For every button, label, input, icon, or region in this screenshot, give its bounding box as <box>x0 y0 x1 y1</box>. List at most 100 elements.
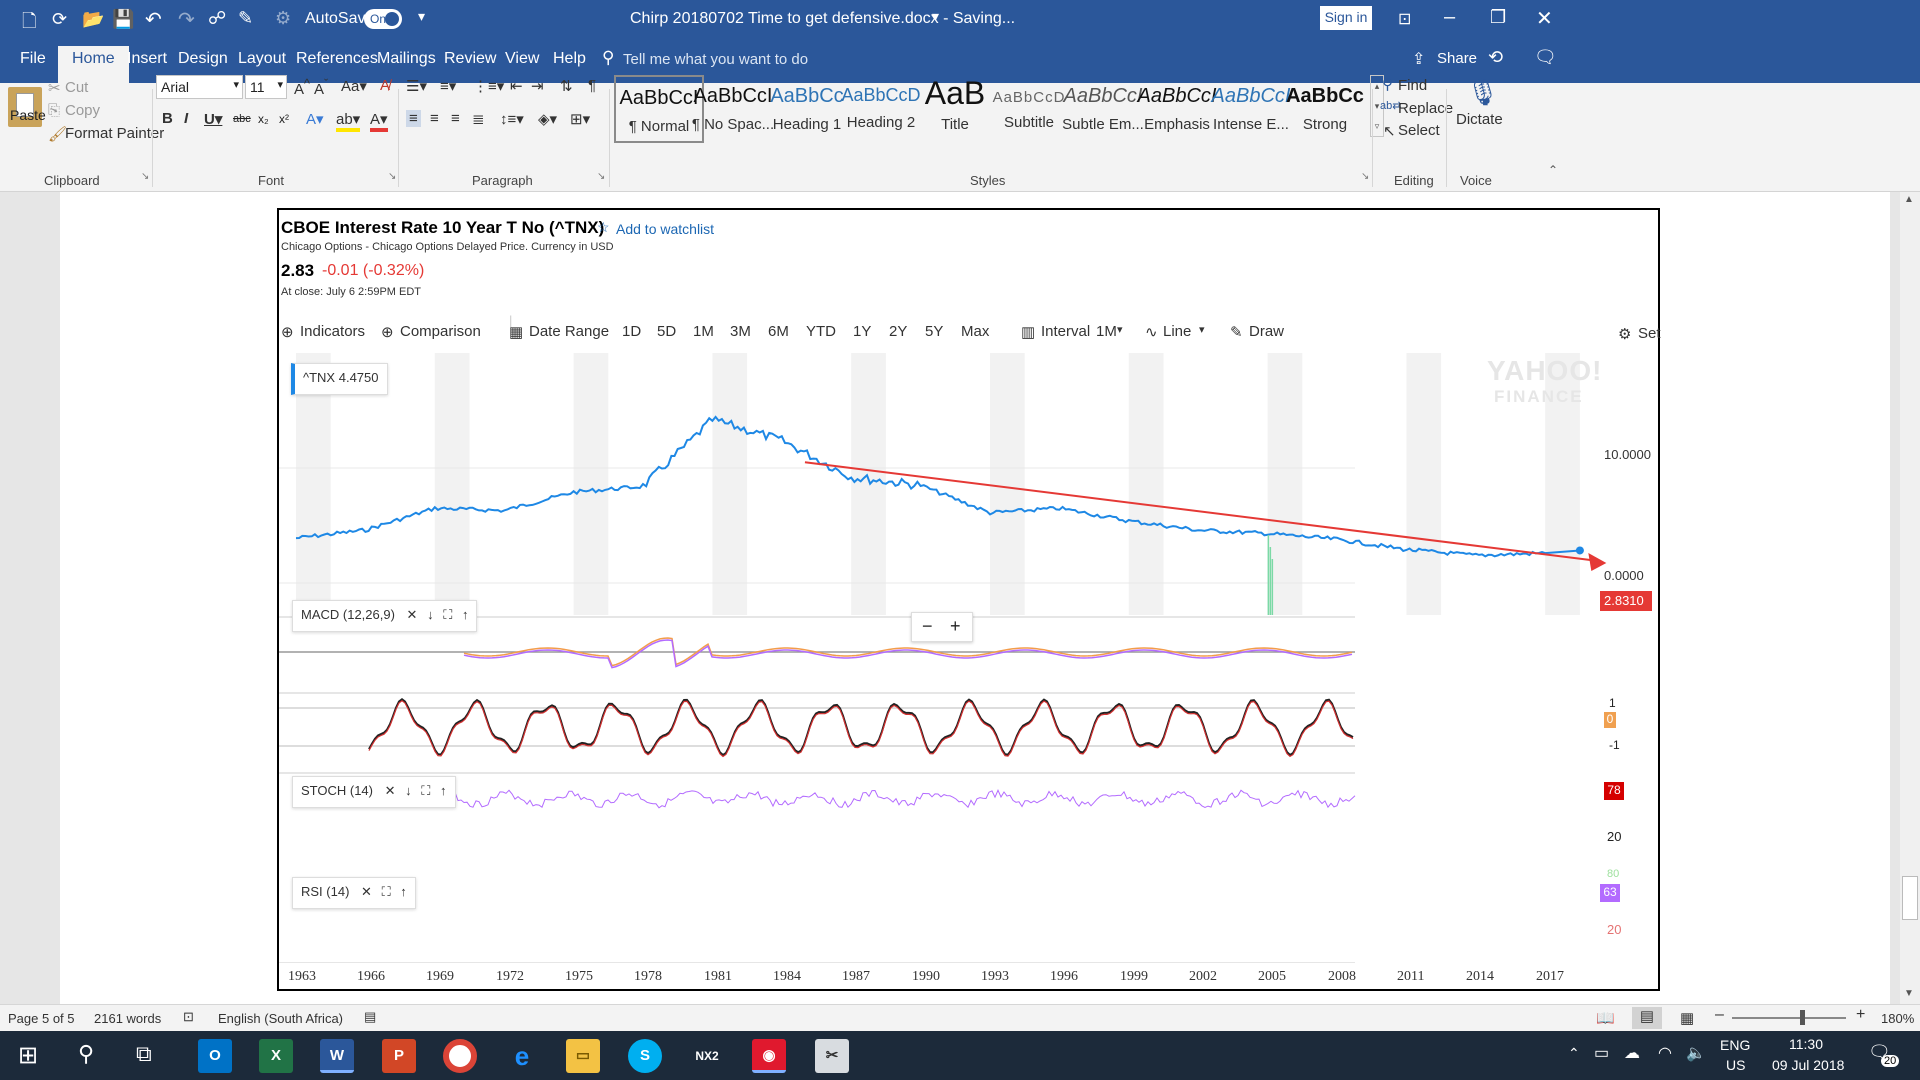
touch-mode-icon[interactable]: ☍ <box>208 8 227 28</box>
open-folder-icon[interactable]: 📂 <box>82 9 105 29</box>
style-intense-emphasis[interactable]: AaBbCcI Intense E... <box>1206 75 1296 143</box>
sort-icon[interactable]: ⇅ <box>560 78 573 95</box>
tab-mailings[interactable]: Mailings <box>377 50 436 67</box>
outlook-icon[interactable]: O <box>198 1039 232 1073</box>
bold-icon[interactable]: B <box>162 110 173 127</box>
tab-layout[interactable]: Layout <box>238 50 287 67</box>
word-count[interactable]: 2161 words <box>94 1011 162 1026</box>
line-button[interactable]: Line <box>1163 323 1192 340</box>
ribbon-display-icon[interactable]: ⊡ <box>1398 11 1412 28</box>
tab-view[interactable]: View <box>505 50 540 67</box>
tab-home[interactable]: Home <box>58 46 129 83</box>
comments-icon[interactable]: 🗨 <box>1534 47 1557 67</box>
style-heading-2[interactable]: AaBbCcD Heading 2 <box>836 75 926 143</box>
font-launcher-icon[interactable]: ↘ <box>388 171 397 182</box>
stoch-expand-icon[interactable]: ⛶ <box>421 783 431 798</box>
save-icon[interactable]: 💾 <box>112 9 135 29</box>
shading-icon[interactable]: ◈▾ <box>538 111 558 128</box>
range-2y[interactable]: 2Y <box>889 323 908 340</box>
font-size-select[interactable]: 11 ▾ <box>245 75 287 99</box>
format-icon[interactable]: ⚙ <box>275 8 292 28</box>
tray-chevron-icon[interactable]: ⌃ <box>1568 1045 1580 1061</box>
range-ytd[interactable]: YTD <box>806 323 836 340</box>
input-language[interactable]: ENG <box>1720 1037 1751 1053</box>
task-view-icon[interactable]: ⧉ <box>136 1041 152 1066</box>
subscript-icon[interactable]: x₂ <box>258 112 269 126</box>
tab-references[interactable]: References <box>296 50 378 67</box>
interval-button[interactable]: Interval <box>1041 323 1091 340</box>
dictate-button[interactable]: Dictate <box>1456 111 1503 128</box>
stoch-down-icon[interactable]: ↓ <box>405 783 412 798</box>
paste-button[interactable]: Paste <box>10 107 46 123</box>
cloud-icon[interactable]: ☁ <box>1624 1045 1640 1062</box>
rsi-up-icon[interactable]: ↑ <box>400 884 407 899</box>
windows-start-icon[interactable]: ⊞ <box>18 1042 39 1069</box>
tab-help[interactable]: Help <box>553 50 586 67</box>
macd-down-icon[interactable]: ↓ <box>427 607 434 622</box>
word-icon[interactable]: W <box>320 1039 354 1073</box>
close-icon[interactable]: ✕ <box>1536 8 1553 30</box>
rsi-close-icon[interactable]: ✕ <box>361 884 372 899</box>
web-layout-icon[interactable]: ▦ <box>1680 1010 1695 1027</box>
zoom-slider[interactable] <box>1732 1017 1846 1019</box>
edge-icon[interactable]: e <box>514 1041 530 1071</box>
font-name-select[interactable]: Arial ▾ <box>156 75 243 99</box>
macd-close-icon[interactable]: ✕ <box>406 607 418 622</box>
range-3m[interactable]: 3M <box>730 323 751 340</box>
style-no-spacing[interactable]: AaBbCcI ¶ No Spac... <box>688 75 778 143</box>
collapse-ribbon-icon[interactable]: ⌃ <box>1548 163 1559 177</box>
select-button[interactable]: Select <box>1398 122 1440 139</box>
language-indicator[interactable]: English (South Africa) <box>218 1011 344 1026</box>
range-6m[interactable]: 6M <box>768 323 789 340</box>
add-to-watchlist[interactable]: Add to watchlist <box>616 221 715 237</box>
read-mode-icon[interactable]: 📖 <box>1596 1010 1615 1027</box>
rsi-expand-icon[interactable]: ⛶ <box>381 884 391 899</box>
nx2-icon[interactable]: NX2 <box>695 1049 719 1063</box>
minimize-icon[interactable]: – <box>1444 6 1456 28</box>
vertical-scrollbar[interactable]: ▲ ▼ <box>1900 192 1920 1004</box>
volume-icon[interactable]: 🔈 <box>1686 1045 1706 1062</box>
tell-me-input[interactable]: Tell me what you want to do <box>623 51 809 68</box>
draw-icon[interactable]: ✎ <box>238 8 254 28</box>
file-explorer-icon[interactable]: ▭ <box>566 1039 600 1073</box>
redo-icon[interactable]: ↷ <box>178 9 195 31</box>
decrease-indent-icon[interactable]: ⇤ <box>510 78 523 95</box>
show-formatting-icon[interactable]: ¶ <box>588 77 597 94</box>
underline-icon[interactable]: U▾ <box>204 111 223 128</box>
range-1d[interactable]: 1D <box>622 323 642 340</box>
grow-font-icon[interactable]: A^ <box>294 77 310 98</box>
stoch-up-icon[interactable]: ↑ <box>440 783 447 798</box>
styles-scroll[interactable]: ▴ ▾ ▿ <box>1370 75 1384 137</box>
autosave-toggle[interactable]: On <box>364 9 402 29</box>
style-subtle-emphasis[interactable]: AaBbCcI Subtle Em... <box>1058 75 1148 143</box>
clock-date[interactable]: 09 Jul 2018 <box>1772 1057 1845 1073</box>
new-document-icon[interactable]: 🗋 <box>22 11 37 31</box>
style-title[interactable]: AaB Title <box>910 75 1000 143</box>
interval-value[interactable]: 1M <box>1096 323 1117 340</box>
title-dropdown-icon[interactable]: ▾ <box>932 8 940 24</box>
font-color-icon[interactable]: A▾ <box>370 110 388 132</box>
snipping-icon[interactable]: ✂ <box>815 1039 849 1073</box>
scroll-down-icon[interactable]: ▼ <box>1904 988 1914 999</box>
stoch-close-icon[interactable]: ✕ <box>384 783 396 798</box>
skype-icon[interactable]: S <box>628 1039 662 1073</box>
format-painter-button[interactable]: Format Painter <box>65 125 165 142</box>
strikethrough-icon[interactable]: abc <box>233 113 251 125</box>
tab-review[interactable]: Review <box>444 50 497 67</box>
numbering-icon[interactable]: ≡▾ <box>440 78 457 95</box>
maximize-icon[interactable]: ❐ <box>1490 7 1507 27</box>
clear-format-icon[interactable]: A̸ <box>380 77 391 94</box>
zoom-out-status[interactable]: – <box>1715 1006 1724 1023</box>
powerpoint-icon[interactable]: P <box>382 1039 416 1073</box>
copy-button[interactable]: Copy <box>65 102 101 119</box>
macd-expand-icon[interactable]: ⛶ <box>443 607 453 622</box>
microphone-icon[interactable]: 🎙 <box>1466 77 1500 107</box>
search-icon[interactable]: ⚲ <box>78 1041 95 1066</box>
text-effects-icon[interactable]: A▾ <box>306 111 324 128</box>
align-right-icon[interactable]: ≡ <box>451 110 460 127</box>
style-heading-1[interactable]: AaBbCc Heading 1 <box>762 75 852 143</box>
shrink-font-icon[interactable]: Aˇ <box>314 77 329 98</box>
zoom-level[interactable]: 180% <box>1881 1011 1915 1026</box>
range-5d[interactable]: 5D <box>657 323 677 340</box>
input-region[interactable]: US <box>1726 1057 1746 1073</box>
